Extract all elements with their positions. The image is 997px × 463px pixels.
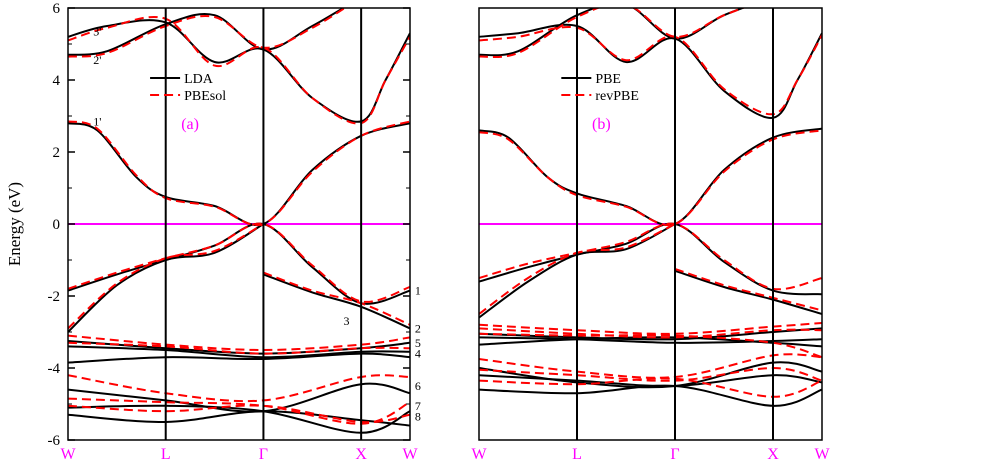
band-line: [479, 353, 822, 379]
band-line: [68, 19, 410, 123]
legend-label: PBEsol: [184, 89, 226, 104]
k-point-label: W: [814, 446, 830, 463]
band-line: [68, 374, 410, 403]
band-line: [68, 382, 410, 413]
y-tick-label: 2: [53, 145, 61, 161]
bands: [479, 8, 822, 407]
band-line: [68, 352, 410, 364]
band-line: [479, 8, 746, 59]
k-point-label: Γ: [670, 446, 679, 463]
band-line: [674, 269, 822, 315]
legend-label: LDA: [184, 72, 214, 87]
band-line: [674, 268, 822, 312]
k-point-label: L: [572, 446, 582, 463]
k-point-label: W: [402, 446, 418, 463]
y-tick-label: -6: [48, 433, 61, 449]
band-annotation: 4: [415, 347, 421, 361]
k-point-label: W: [471, 446, 487, 463]
band-annotation: 1': [93, 114, 101, 128]
panel-b: W L Γ X W PBE revPBE (b): [471, 7, 830, 463]
band-line: [479, 129, 822, 227]
band-annotation: 3: [343, 314, 349, 328]
bands: [68, 8, 410, 434]
band-annotation: 2: [415, 321, 421, 335]
plot-frame: [478, 7, 823, 441]
band-line: [68, 120, 410, 227]
y-tick-label: -4: [48, 361, 61, 377]
k-point-label: X: [767, 446, 779, 463]
band-line: [479, 222, 822, 296]
band-annotation: 2': [93, 53, 101, 67]
band-line: [68, 223, 264, 330]
band-line: [68, 222, 410, 303]
band-line: [68, 16, 410, 125]
band-annotation: 7: [415, 399, 421, 413]
panel-label: (b): [592, 116, 611, 133]
band-line: [263, 273, 410, 330]
band-line: [68, 334, 410, 352]
band-line: [68, 122, 410, 227]
band-line: [68, 8, 347, 58]
y-tick-label: 4: [53, 73, 61, 89]
band-line: [479, 127, 822, 227]
k-point-label: W: [60, 446, 76, 463]
band-line: [68, 404, 410, 424]
y-tick-label: 0: [53, 217, 61, 233]
band-line: [479, 25, 822, 116]
legend-label: PBE: [595, 72, 621, 87]
band-line: [68, 8, 346, 56]
band-line: [68, 397, 410, 425]
band-line: [479, 384, 822, 407]
legend-label: revPBE: [595, 89, 639, 104]
band-line: [68, 222, 410, 305]
band-annotation: 1: [415, 284, 421, 298]
band-annotation: 3': [93, 24, 101, 38]
band-line: [68, 410, 410, 427]
k-point-label: Γ: [259, 446, 268, 463]
band-annotation: 6: [415, 379, 421, 393]
y-tick-label: -2: [48, 289, 61, 305]
k-point-label: L: [161, 446, 171, 463]
k-point-label: X: [355, 446, 367, 463]
band-line: [479, 23, 822, 119]
band-line: [68, 341, 410, 355]
y-tick-label: 6: [53, 1, 61, 17]
band-annotation: 5: [415, 336, 421, 350]
band-line: [479, 332, 822, 359]
band-annotation: 8: [415, 410, 421, 424]
panel-label: (a): [181, 116, 199, 133]
band-line: [263, 271, 410, 326]
y-axis-label: Energy (eV): [5, 182, 24, 266]
